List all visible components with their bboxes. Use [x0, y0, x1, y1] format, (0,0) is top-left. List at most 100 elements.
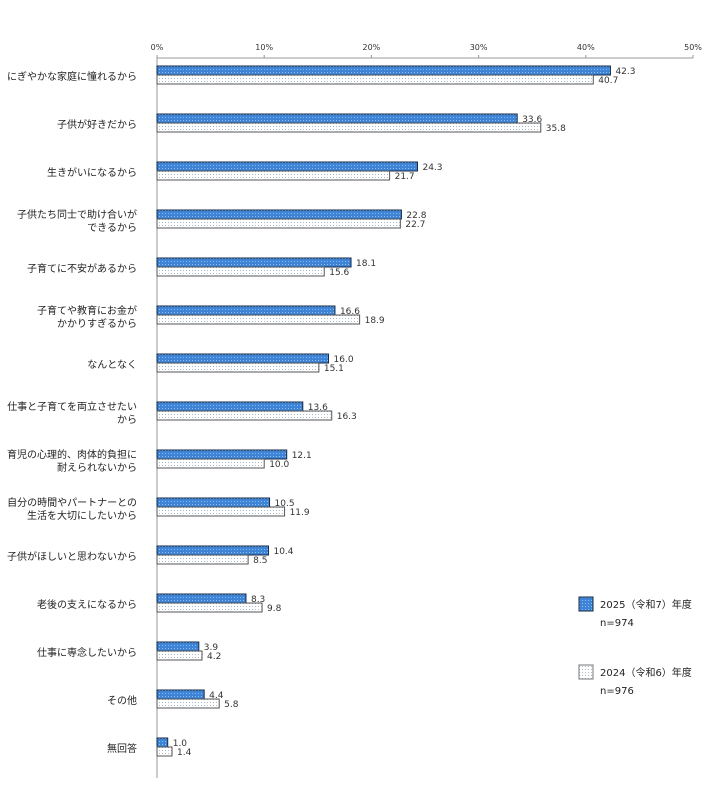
x-tick-label: 40% — [577, 43, 595, 52]
data-label: 11.9 — [290, 508, 310, 518]
bar-2025 — [156, 209, 402, 220]
category-label-line: 子育てに不安があるから — [27, 262, 137, 275]
data-label: 16.3 — [337, 412, 357, 422]
data-label: 22.7 — [405, 220, 425, 230]
data-label: 33.6 — [522, 115, 542, 125]
category-label-line: できるから — [87, 222, 137, 234]
data-label: 15.6 — [329, 268, 349, 278]
bar-2025 — [156, 113, 518, 124]
data-label: 15.1 — [324, 364, 344, 374]
data-label: 12.1 — [292, 451, 312, 461]
bar-2024 — [156, 746, 173, 757]
bar-2025 — [156, 401, 304, 412]
category-labels: にぎやかな家庭に憧れるから子供が好きだから生きがいになるから子供たち同士で助け合… — [7, 70, 137, 755]
bar-2024 — [156, 650, 203, 661]
category-label-line: から — [117, 414, 137, 426]
data-label: 42.3 — [615, 67, 635, 77]
legend-n: n=976 — [600, 686, 634, 697]
data-label: 1.4 — [177, 748, 192, 758]
data-label: 22.8 — [406, 211, 426, 221]
category-label-line: 子供が好きだから — [57, 118, 137, 131]
data-label: 8.3 — [251, 595, 265, 605]
category-label: なんとなく — [87, 359, 137, 371]
x-tick-label: 10% — [255, 43, 273, 52]
category-label: 子育てや教育にお金がかかりすぎるから — [37, 304, 137, 330]
bar-2025 — [156, 641, 200, 652]
bar-2024 — [156, 74, 594, 85]
bar-2024 — [156, 362, 320, 373]
category-label-line: 生きがいになるから — [47, 166, 137, 179]
data-label: 18.9 — [365, 316, 385, 326]
data-label: 5.8 — [224, 700, 239, 710]
bar-2024 — [156, 170, 391, 181]
category-label: 仕事と子育てを両立させたいから — [7, 400, 137, 426]
x-tick-label: 20% — [363, 43, 381, 52]
x-tick-label: 50% — [684, 43, 702, 52]
category-label-line: 育児の心理的、肉体的負担に — [7, 448, 137, 461]
bar-2025 — [156, 257, 352, 268]
bar-2025 — [156, 497, 271, 508]
data-label: 3.9 — [204, 643, 219, 653]
category-label: 無回答 — [107, 742, 137, 755]
category-label-line: その他 — [107, 694, 137, 707]
bar-2025 — [156, 161, 418, 172]
bar-2024 — [156, 410, 333, 421]
bar-2025 — [156, 305, 336, 316]
category-label-line: 耐えられないから — [57, 461, 137, 474]
data-label: 10.4 — [273, 547, 293, 557]
bar-2025 — [156, 545, 269, 556]
category-label: 子供がほしいと思わないから — [7, 550, 137, 563]
bar-2024 — [156, 554, 249, 565]
bar-2025 — [156, 449, 288, 460]
legend-swatch — [578, 596, 594, 612]
bar-2024 — [156, 266, 325, 277]
data-label: 24.3 — [422, 163, 442, 173]
legend-label: 2025（令和7）年度 — [600, 598, 692, 611]
data-label: 35.8 — [546, 124, 566, 134]
bar-2025 — [156, 689, 205, 700]
category-label: 仕事に専念したいから — [37, 646, 137, 659]
data-label: 13.6 — [308, 403, 328, 413]
bar-2025 — [156, 593, 247, 604]
legend-swatch — [578, 664, 594, 680]
legend: 2025（令和7）年度 n=974 2024（令和6）年度 n=976 — [578, 596, 692, 697]
x-tick-label: 0% — [151, 43, 164, 52]
category-label-line: なんとなく — [87, 359, 137, 371]
data-label: 18.1 — [356, 259, 376, 269]
data-label: 16.0 — [334, 355, 354, 365]
data-label: 1.0 — [173, 739, 188, 749]
data-label: 10.5 — [275, 499, 295, 509]
bar-2025 — [156, 65, 611, 76]
bar-2024 — [156, 458, 265, 469]
category-label: 生きがいになるから — [47, 166, 137, 179]
category-label-line: 子供がほしいと思わないから — [7, 550, 137, 563]
bar-2024 — [156, 218, 401, 229]
category-label-line: 自分の時間やパートナーとの — [7, 496, 137, 509]
category-label-line: 仕事に専念したいから — [37, 646, 137, 659]
category-label: その他 — [107, 694, 137, 707]
category-label: 子育てに不安があるから — [27, 262, 137, 275]
category-label-line: にぎやかな家庭に憧れるから — [7, 70, 137, 83]
data-label: 10.0 — [269, 460, 289, 470]
bar-2024 — [156, 314, 361, 325]
data-label: 16.6 — [340, 307, 360, 317]
category-label-line: かかりすぎるから — [57, 317, 137, 330]
category-label-line: 無回答 — [107, 742, 137, 755]
category-label: 老後の支えになるから — [37, 598, 137, 611]
bar-2024 — [156, 122, 542, 133]
data-label: 40.7 — [598, 76, 618, 86]
data-label: 9.8 — [267, 604, 282, 614]
category-label-line: 老後の支えになるから — [37, 598, 137, 611]
category-label: 子供たち同士で助け合いができるから — [17, 208, 137, 234]
bar-2025 — [156, 737, 169, 748]
category-label: 自分の時間やパートナーとの生活を大切にしたいから — [7, 496, 137, 522]
x-tick-label: 30% — [470, 43, 488, 52]
legend-label: 2024（令和6）年度 — [600, 666, 692, 679]
data-label: 4.2 — [207, 652, 221, 662]
legend-n: n=974 — [600, 618, 634, 629]
bars: 42.340.7 33.6 35.8 24.3 21.7 22.822.7 18.1 15.6… — [156, 65, 636, 758]
category-label: 育児の心理的、肉体的負担に耐えられないから — [7, 448, 137, 474]
bar-2024 — [156, 506, 286, 517]
category-label-line: 子供たち同士で助け合いが — [17, 208, 137, 221]
